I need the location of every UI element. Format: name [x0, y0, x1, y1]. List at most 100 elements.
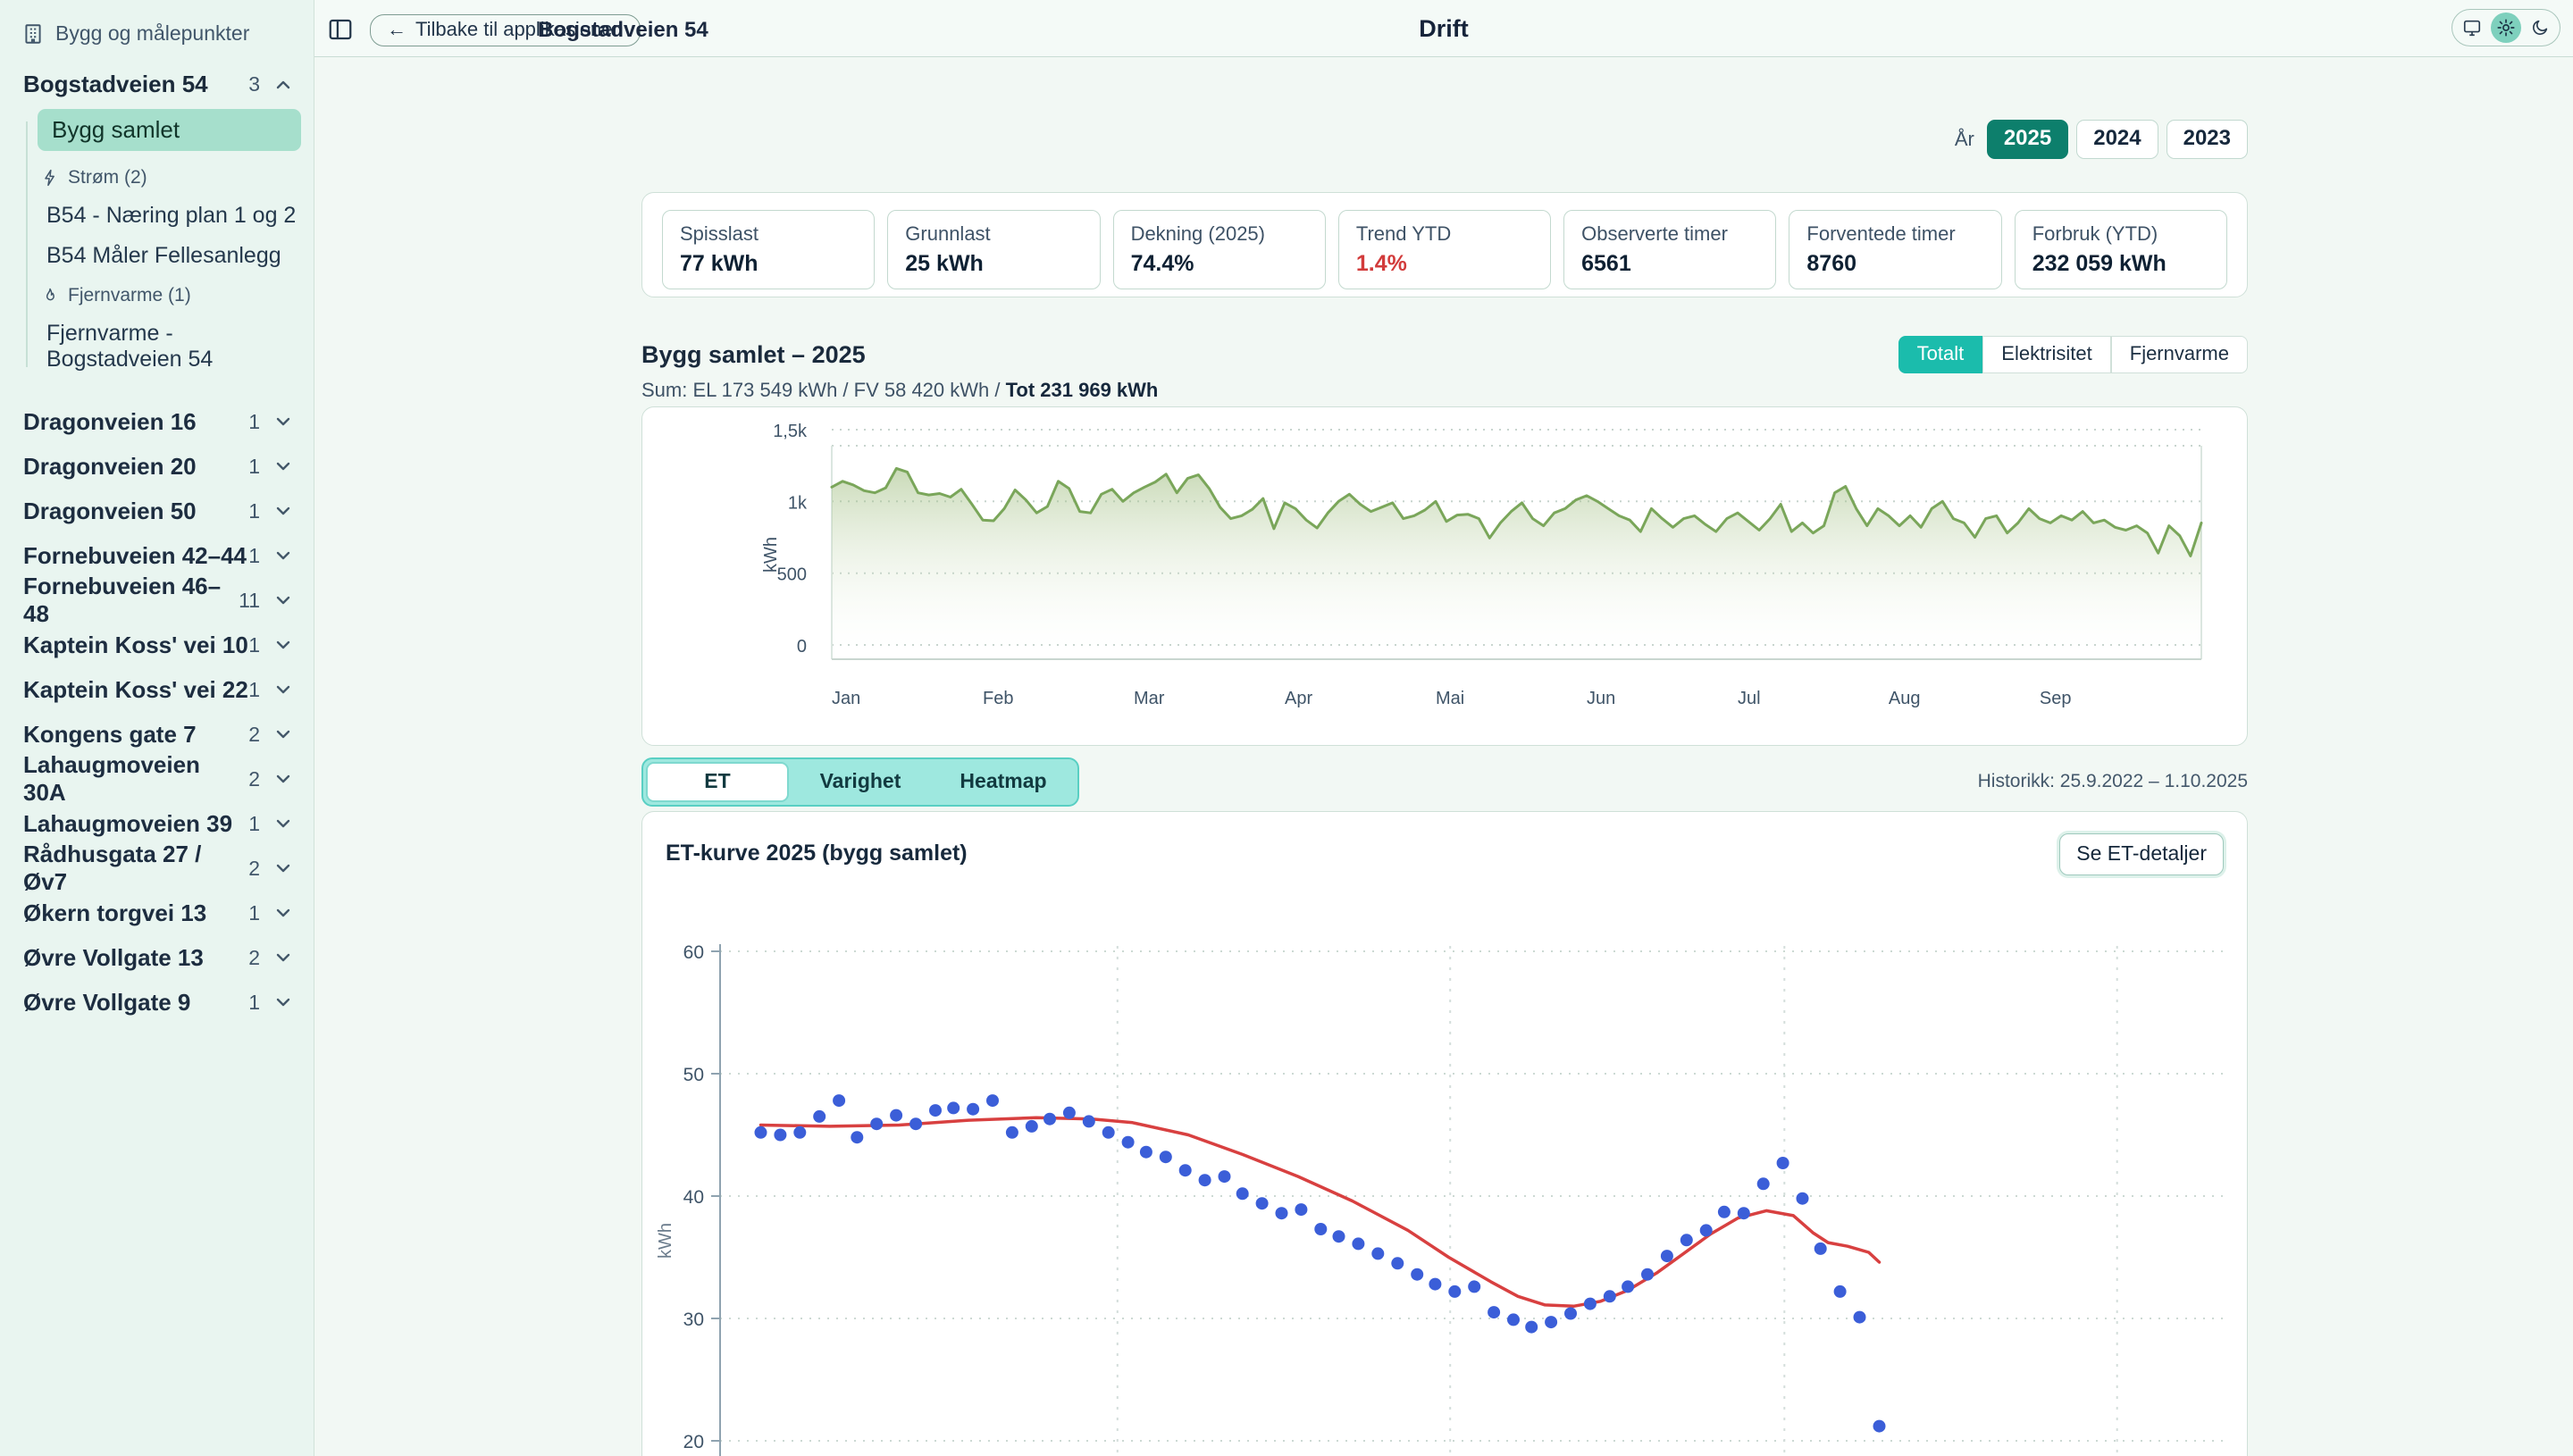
et-details-button[interactable]: Se ET-detaljer [2059, 833, 2224, 875]
theme-light-button[interactable] [2491, 13, 2521, 43]
svg-text:1,5k: 1,5k [773, 422, 808, 441]
sidebar-item-building[interactable]: Dragonveien 50 1 [0, 489, 314, 533]
category-label: Strøm (2) [68, 167, 147, 188]
year-button-2024[interactable]: 2024 [2076, 120, 2158, 159]
building-name: Bogstadveien 54 [23, 71, 208, 97]
sidebar: Bygg og målepunkter Bogstadveien 54 3 By… [0, 0, 314, 1456]
stat-label: Forbruk (YTD) [2032, 222, 2158, 245]
chevron-down-icon [272, 545, 294, 566]
stat-card: Dekning (2025) 74.4% [1112, 210, 1326, 289]
sidebar-toggle-icon[interactable] [327, 16, 354, 43]
et-curve-title: ET-kurve 2025 (bygg samlet) [666, 841, 968, 866]
sidebar-header: Bygg og målepunkter [0, 0, 314, 46]
building-name: Øvre Vollgate 9 [23, 988, 191, 1016]
tab-varighet[interactable]: Varighet [789, 762, 932, 802]
stat-value: 1.4% [1355, 251, 1407, 276]
building-count: 2 [248, 856, 260, 880]
sidebar-item-meter[interactable]: Fjernvarme - Bogstadveien 54 [46, 321, 214, 372]
chevron-down-icon [272, 947, 294, 968]
year-buttons: 2025 2024 2023 [1986, 120, 2248, 159]
tab-fjernvarme[interactable]: Fjernvarme [2110, 336, 2248, 373]
svg-text:kWh: kWh [656, 1223, 675, 1259]
chevron-down-icon [272, 724, 294, 745]
svg-text:Apr: Apr [1285, 689, 1312, 708]
year-button-2023[interactable]: 2023 [2166, 120, 2248, 159]
svg-text:Aug: Aug [1889, 689, 1921, 708]
tab-elektrisitet[interactable]: Elektrisitet [1982, 336, 2111, 373]
flame-icon [41, 287, 59, 305]
svg-text:Mar: Mar [1134, 689, 1165, 708]
building-name: Dragonveien 20 [23, 452, 197, 480]
consumption-area-chart: 1,5k 1k 500 0 Jan Feb Mar Apr Mai Jun Jul Aug Sep kWh [761, 422, 2203, 708]
chevron-down-icon [272, 500, 294, 522]
building-name: Lahaugmoveien 39 [23, 809, 233, 837]
building-count: 1 [248, 632, 260, 657]
sidebar-item-building[interactable]: Rådhusgata 27 / Øv7 2 [0, 841, 314, 895]
sidebar-item-building[interactable]: Fornebuveien 46–48 11 [0, 573, 314, 627]
sidebar-item-building[interactable]: Kongens gate 7 2 [0, 712, 314, 757]
chevron-down-icon [272, 992, 294, 1013]
building-name: Fornebuveien 46–48 [23, 573, 222, 627]
sidebar-item-building[interactable]: Lahaugmoveien 30A 2 [0, 751, 314, 806]
svg-text:kWh: kWh [761, 537, 781, 573]
building-count: 1 [248, 677, 260, 701]
sidebar-item-building[interactable]: Lahaugmoveien 39 1 [0, 801, 314, 846]
tab-heatmap[interactable]: Heatmap [932, 762, 1075, 802]
chevron-down-icon [272, 813, 294, 834]
sidebar-item-building[interactable]: Dragonveien 20 1 [0, 444, 314, 489]
sidebar-item-meter[interactable]: B54 - Næring plan 1 og 2 [46, 203, 297, 228]
arrow-left-icon: ← [387, 18, 406, 40]
svg-text:Jun: Jun [1587, 689, 1615, 708]
stat-label: Observerte timer [1581, 222, 1728, 245]
building-count: 1 [248, 543, 260, 567]
sidebar-item-building[interactable]: Kaptein Koss' vei 22 1 [0, 667, 314, 712]
sidebar-item-building[interactable]: Kaptein Koss' vei 10 1 [0, 623, 314, 667]
stat-label: Dekning (2025) [1130, 222, 1265, 245]
stat-card: Grunnlast 25 kWh [887, 210, 1101, 289]
theme-system-button[interactable] [2457, 13, 2487, 43]
svg-text:Sep: Sep [2040, 689, 2072, 708]
sidebar-item-building[interactable]: Dragonveien 16 1 [0, 399, 314, 444]
back-button[interactable]: ← Tilbake til applikasjonen [370, 14, 641, 46]
energy-source-tabs: Totalt Elektrisitet Fjernvarme [1898, 336, 2248, 373]
stat-label: Grunnlast [905, 222, 991, 245]
building-name: Økern torgvei 13 [23, 899, 207, 926]
svg-text:60: 60 [683, 942, 704, 963]
stat-label: Spisslast [680, 222, 759, 245]
stat-card: Trend YTD 1.4% [1337, 210, 1552, 289]
tab-et[interactable]: ET [646, 761, 789, 802]
sidebar-item-building[interactable]: Fornebuveien 42–44 1 [0, 533, 314, 578]
tab-totalt[interactable]: Totalt [1898, 336, 1983, 373]
year-filter-row: År 2025 2024 2023 [641, 120, 2248, 159]
building-name: Kaptein Koss' vei 22 [23, 675, 248, 703]
sidebar-item-building[interactable]: Øvre Vollgate 9 1 [0, 980, 314, 1025]
year-button-2025[interactable]: 2025 [1986, 120, 2069, 159]
building-name: Kaptein Koss' vei 10 [23, 631, 248, 658]
building-count: 1 [248, 900, 260, 925]
main-content: År 2025 2024 2023 Spisslast 77 kWh Grunnlast… [314, 57, 2573, 1456]
consumption-chart-card: 1,5k 1k 500 0 Jan Feb Mar Apr Mai Jun Jul Aug Sep kWh [641, 406, 2248, 746]
chevron-down-icon [272, 768, 294, 790]
stat-label: Forventede timer [1806, 222, 1956, 245]
building-count: 1 [248, 409, 260, 433]
building-name: Øvre Vollgate 13 [23, 943, 204, 971]
sun-icon [2496, 18, 2516, 38]
et-curve-card: ET-kurve 2025 (bygg samlet) Se ET-detalj… [641, 811, 2248, 1456]
analysis-view-tabs: ET Varighet Heatmap [641, 757, 1079, 807]
energy-sum: Sum: EL 173 549 kWh / FV 58 420 kWh / To… [641, 379, 2248, 402]
history-range: Historikk: 25.9.2022 – 1.10.2025 [1977, 771, 2248, 791]
sidebar-item-bygg-samlet[interactable]: Bygg samlet [38, 109, 301, 151]
theme-dark-button[interactable] [2525, 13, 2555, 43]
stat-value: 74.4% [1130, 251, 1194, 276]
sidebar-item-meter[interactable]: B54 Måler Fellesanlegg [46, 243, 281, 268]
year-label: År [1954, 128, 1974, 150]
sidebar-item-building[interactable]: Økern torgvei 13 1 [0, 891, 314, 935]
building-name: Dragonveien 16 [23, 407, 197, 435]
building-count: 1 [248, 811, 260, 835]
sidebar-item-bogstadveien-54[interactable]: Bogstadveien 54 3 [0, 46, 314, 98]
et-scatter-chart: 60 50 40 30 20 kWh [656, 942, 2225, 1456]
sidebar-item-building[interactable]: Øvre Vollgate 13 2 [0, 935, 314, 980]
svg-text:1k: 1k [788, 493, 808, 513]
svg-text:Mai: Mai [1436, 689, 1464, 708]
building-count: 3 [248, 72, 260, 96]
